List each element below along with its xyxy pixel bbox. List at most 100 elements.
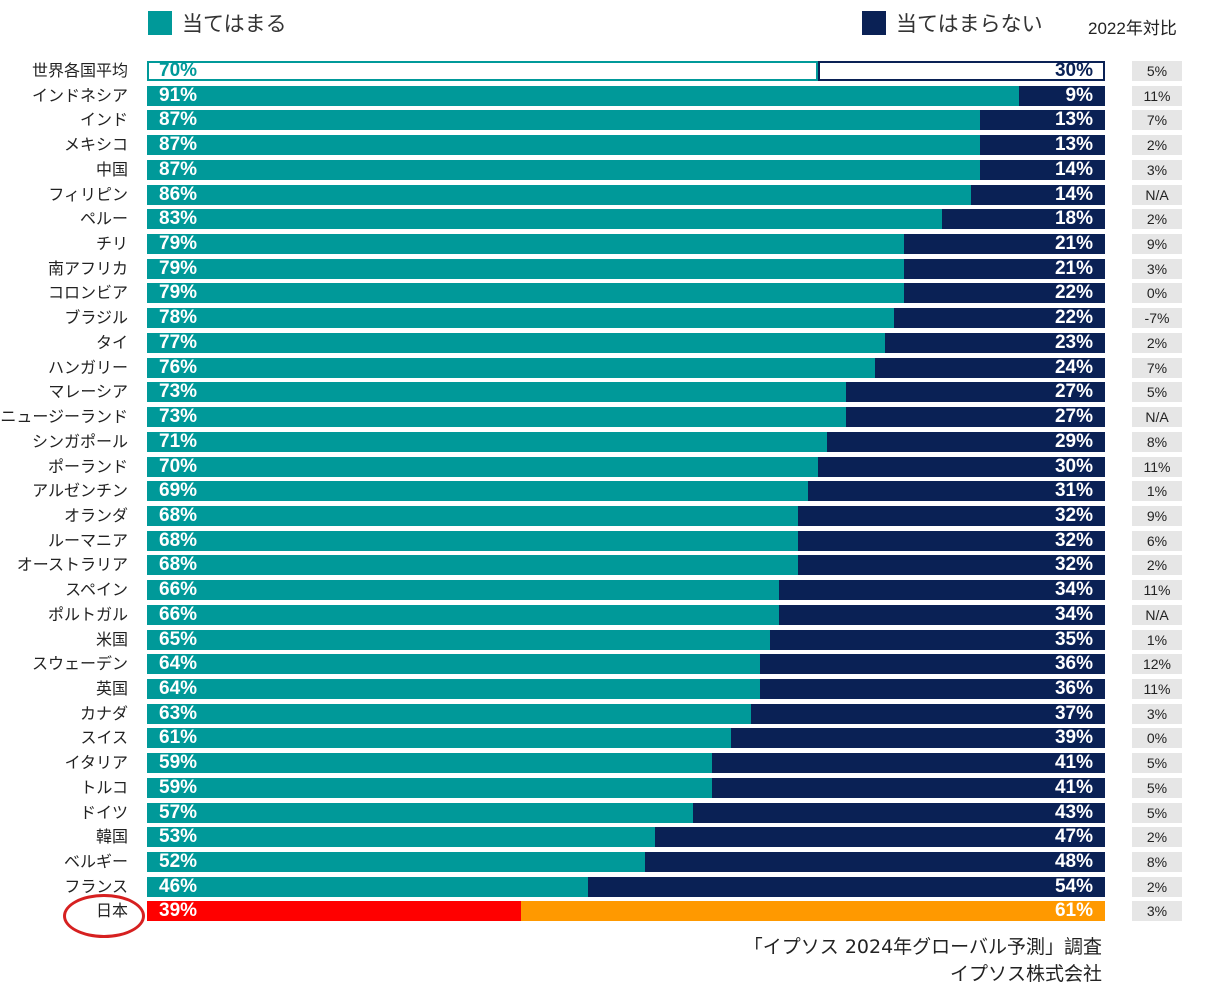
source-line-company: イプソス株式会社 (949, 963, 1102, 985)
value-label-yes: 87% (159, 159, 198, 180)
value-label-yes: 61% (159, 727, 198, 748)
yoy-value: N/A (1132, 605, 1182, 625)
bar-segment-yes (147, 506, 798, 526)
row-label: インドネシア (31, 86, 128, 105)
value-label-yes: 79% (159, 258, 198, 279)
value-label-no: 21% (1054, 258, 1093, 279)
bar-segment-yes (147, 877, 588, 897)
bar-segment-no (875, 358, 1105, 378)
bar-segment-no (731, 728, 1105, 748)
bar-segment-yes (147, 234, 904, 254)
bar-segment-no (760, 679, 1105, 699)
row-label: ポルトガル (47, 605, 128, 624)
value-label-yes: 73% (159, 406, 198, 427)
bar-segment-yes (147, 86, 1019, 106)
value-label-yes: 71% (159, 431, 198, 452)
bar-segment-yes (147, 531, 798, 551)
yoy-value: 5% (1132, 778, 1182, 798)
value-label-yes: 77% (159, 332, 198, 353)
value-label-no: 61% (1054, 900, 1093, 921)
bar-segment-yes (147, 283, 904, 303)
value-label-yes: 53% (159, 826, 198, 847)
bar-segment-no (760, 654, 1105, 674)
legend-swatch-no (862, 11, 886, 35)
bar-segment-yes (147, 259, 904, 279)
value-label-no: 36% (1054, 653, 1093, 674)
value-label-no: 41% (1054, 752, 1093, 773)
japan-highlight-circle (63, 894, 145, 938)
source-line-survey: 「イプソス 2024年グローバル予測」調査 (743, 936, 1102, 958)
bar-segment-no (827, 432, 1105, 452)
value-label-yes: 83% (159, 208, 198, 229)
value-label-no: 32% (1054, 505, 1093, 526)
value-label-no: 14% (1054, 159, 1093, 180)
yoy-value: 2% (1132, 135, 1182, 155)
yoy-value: -7% (1132, 308, 1182, 328)
row-label: インド (79, 110, 128, 129)
row-label: ドイツ (79, 803, 128, 822)
bar-segment-no (712, 778, 1105, 798)
value-label-yes: 73% (159, 381, 198, 402)
value-label-no: 30% (1054, 60, 1093, 81)
value-label-no: 34% (1054, 604, 1093, 625)
row-label: スウェーデン (31, 654, 128, 673)
value-label-yes: 63% (159, 703, 198, 724)
bar-segment-yes (147, 382, 846, 402)
legend-item-yes: 当てはまる (148, 8, 287, 38)
yoy-value: 2% (1132, 555, 1182, 575)
bar-segment-yes (147, 185, 971, 205)
bar-segment-yes (147, 481, 808, 501)
row-label: オランダ (63, 506, 128, 525)
yoy-value: 5% (1132, 382, 1182, 402)
bar-segment-no (904, 234, 1105, 254)
value-label-yes: 68% (159, 530, 198, 551)
row-label: フィリピン (48, 185, 128, 204)
legend-item-no: 当てはまらない (862, 8, 1043, 38)
value-label-no: 32% (1054, 554, 1093, 575)
row-label: ハンガリー (47, 358, 128, 377)
bar-segment-yes (147, 209, 942, 229)
value-label-yes: 39% (159, 900, 198, 921)
row-label: トルコ (80, 778, 128, 797)
bar-segment-yes (147, 901, 521, 921)
yoy-value: 2% (1132, 877, 1182, 897)
bar-segment-yes (147, 852, 645, 872)
value-label-yes: 64% (159, 678, 198, 699)
yoy-value: N/A (1132, 407, 1182, 427)
value-label-yes: 52% (159, 851, 198, 872)
bar-segment-no (846, 407, 1105, 427)
bar-segment-no (655, 827, 1105, 847)
value-label-yes: 79% (159, 282, 198, 303)
value-label-yes: 87% (159, 134, 198, 155)
yoy-value: 5% (1132, 803, 1182, 823)
value-label-yes: 86% (159, 184, 198, 205)
row-label: アルゼンチン (32, 481, 128, 500)
bar-segment-yes (147, 679, 760, 699)
value-label-no: 36% (1054, 678, 1093, 699)
row-label: カナダ (79, 704, 128, 723)
value-label-yes: 76% (159, 357, 198, 378)
value-label-no: 9% (1065, 85, 1093, 106)
row-label: マレーシア (48, 382, 128, 401)
bar-segment-no (818, 457, 1105, 477)
value-label-yes: 70% (159, 60, 198, 81)
yoy-value: 2% (1132, 209, 1182, 229)
yoy-value: 8% (1132, 432, 1182, 452)
bar-segment-yes (147, 333, 885, 353)
yoy-value: 2% (1132, 333, 1182, 353)
bar-segment-yes (147, 432, 827, 452)
yoy-value: 12% (1132, 654, 1182, 674)
bar-segment-no (798, 531, 1105, 551)
row-label: チリ (95, 234, 128, 253)
value-label-yes: 87% (159, 109, 198, 130)
value-label-yes: 65% (159, 629, 198, 650)
value-label-yes: 66% (159, 604, 198, 625)
value-label-no: 27% (1054, 381, 1093, 402)
value-label-no: 43% (1054, 802, 1093, 823)
row-label: メキシコ (63, 135, 128, 154)
bar-segment-no (779, 605, 1105, 625)
yoy-value: 8% (1132, 852, 1182, 872)
yoy-value: 3% (1132, 704, 1182, 724)
value-label-yes: 70% (159, 456, 198, 477)
